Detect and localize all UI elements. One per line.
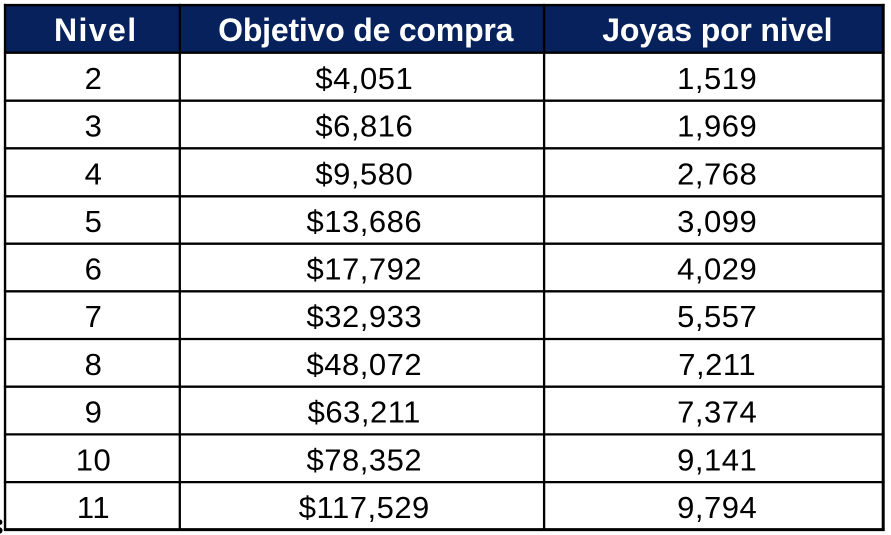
svg-text:$48,072: $48,072 [307, 347, 423, 382]
svg-text:$13,686: $13,686 [307, 204, 423, 239]
svg-text:9,794: 9,794 [677, 490, 757, 525]
svg-text:$6,816: $6,816 [315, 109, 413, 144]
svg-text:$63,211: $63,211 [308, 395, 421, 430]
svg-text:1,969: 1,969 [677, 109, 757, 144]
svg-text:4,029: 4,029 [677, 252, 757, 287]
svg-text:Objetivo de compra: Objetivo de compra [218, 12, 514, 48]
svg-text:10: 10 [76, 442, 111, 477]
svg-text:9,141: 9,141 [677, 442, 757, 477]
svg-text:11: 11 [77, 490, 110, 525]
svg-text:4: 4 [85, 157, 103, 192]
svg-text:7,211: 7,211 [678, 347, 756, 382]
svg-text:6: 6 [85, 252, 103, 287]
svg-text:2: 2 [85, 61, 103, 96]
svg-text:$32,933: $32,933 [307, 299, 423, 334]
svg-text:$117,529: $117,529 [299, 490, 430, 525]
svg-text:Joyas por nivel: Joyas por nivel [602, 12, 832, 48]
svg-text:$78,352: $78,352 [307, 442, 423, 477]
svg-text:$9,580: $9,580 [315, 157, 413, 192]
svg-text:$4,051: $4,051 [315, 61, 413, 96]
svg-text:8: 8 [85, 347, 103, 382]
svg-text:2,768: 2,768 [677, 157, 757, 192]
svg-text:7: 7 [85, 299, 103, 334]
svg-text:1,519: 1,519 [677, 61, 757, 96]
svg-text:5: 5 [85, 204, 103, 239]
svg-text:5,557: 5,557 [677, 299, 757, 334]
svg-text:3,099: 3,099 [677, 204, 757, 239]
svg-text:3: 3 [85, 109, 103, 144]
svg-text:Nivel: Nivel [54, 12, 137, 48]
svg-text:7,374: 7,374 [677, 395, 757, 430]
svg-text:$17,792: $17,792 [307, 252, 423, 287]
svg-text:9: 9 [85, 395, 103, 430]
